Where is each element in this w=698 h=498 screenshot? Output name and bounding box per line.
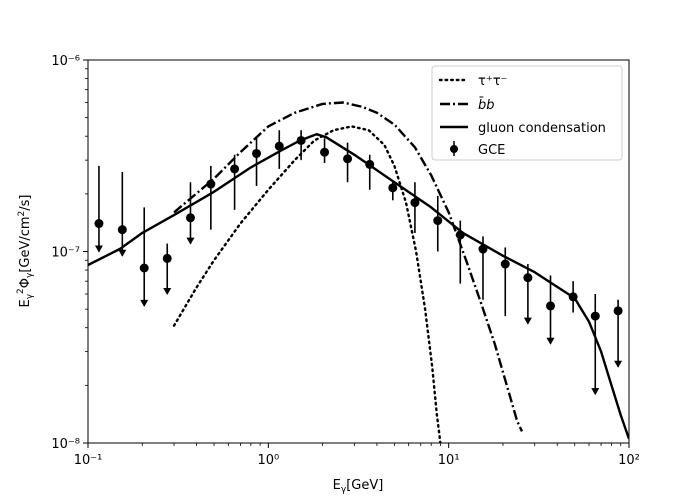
gce-data-point [274, 130, 284, 169]
gce-data-point [388, 182, 398, 201]
legend: τ⁺τ⁻ b̄b gluon condensation GCE [431, 65, 623, 161]
upper-limit-arrow [118, 249, 127, 257]
gce-marker [500, 259, 510, 269]
legend-label-tautau: τ⁺τ⁻ [478, 74, 507, 89]
gce-data-point [568, 281, 578, 313]
upper-limit-arrow [591, 388, 600, 396]
gce-marker [410, 198, 420, 208]
gce-marker [296, 135, 306, 145]
legend-label-gce: GCE [478, 143, 505, 158]
gce-marker [433, 216, 443, 226]
legend-label-gluon: gluon condensation [478, 121, 606, 136]
gce-marker [94, 219, 104, 229]
gce-data-point [252, 136, 262, 186]
x-axis-label: Eγ[GeV] [333, 478, 384, 495]
gce-data-point [343, 142, 353, 183]
gce-data-point [365, 154, 375, 190]
gce-marker [343, 154, 353, 164]
gce-marker [206, 179, 216, 189]
y-tick-label: 10⁻⁸ [51, 437, 80, 452]
upper-limit-arrow [614, 360, 623, 368]
gce-marker [613, 306, 623, 316]
gce-data-point [162, 243, 172, 295]
gce-marker [274, 141, 284, 151]
x-tick-label: 10² [618, 453, 640, 468]
gce-marker [185, 213, 195, 223]
gce-marker [523, 273, 533, 283]
x-axis-ticks: 10⁻¹ 10⁰ 10¹ 10² [74, 443, 640, 468]
legend-label-bbbar: b̄b [478, 98, 495, 113]
gce-data-point [117, 172, 127, 257]
upper-limit-arrow [94, 245, 103, 253]
x-tick-label: 10¹ [438, 453, 460, 468]
upper-limit-arrow [140, 299, 149, 307]
gce-data-point [478, 236, 488, 300]
gce-data-point [139, 207, 149, 307]
gce-data-point [296, 130, 306, 161]
y-tick-label: 10⁻⁷ [51, 246, 80, 261]
gce-marker [320, 147, 330, 157]
series-tautau-line [172, 125, 442, 443]
gce-data-point [523, 264, 533, 325]
gce-data-point [590, 293, 600, 396]
gce-data-point [455, 220, 465, 284]
gce-marker [455, 230, 465, 240]
upper-limit-arrow [163, 287, 172, 295]
gce-marker [139, 263, 149, 273]
gce-marker [388, 183, 398, 193]
gce-marker [545, 301, 555, 311]
gce-data-point [545, 275, 555, 345]
gce-marker [230, 164, 240, 174]
gce-data-point [500, 247, 510, 317]
gce-data-point [613, 299, 623, 368]
gce-data-point [230, 154, 240, 210]
gce-data-point [320, 138, 330, 163]
y-axis-label: Eγ2Φγ[GeV/cm2/s] [16, 194, 35, 307]
upper-limit-arrow [546, 337, 555, 345]
gce-marker [162, 253, 172, 263]
gce-data-point [206, 165, 216, 230]
gce-data-point [433, 195, 443, 252]
gce-marker [568, 292, 578, 302]
gce-marker [590, 311, 600, 321]
gce-marker [365, 159, 375, 169]
upper-limit-arrow [186, 237, 195, 245]
upper-limit-arrow [523, 317, 532, 325]
gce-data-point [410, 182, 420, 233]
gce-marker [117, 225, 127, 235]
gce-data-point [94, 165, 104, 253]
series-bbbar-line [173, 101, 524, 432]
y-tick-label: 10⁻⁶ [51, 54, 80, 69]
x-tick-label: 10⁰ [257, 453, 279, 468]
legend-swatch-gce [450, 141, 458, 156]
points-layer [94, 130, 623, 396]
legend-box [431, 65, 623, 161]
gce-marker [252, 148, 262, 158]
y-axis-ticks: 10⁻⁸ 10⁻⁷ 10⁻⁶ [51, 54, 88, 452]
gce-marker [478, 244, 488, 254]
gce-data-point [185, 182, 195, 245]
x-tick-label: 10⁻¹ [74, 453, 103, 468]
